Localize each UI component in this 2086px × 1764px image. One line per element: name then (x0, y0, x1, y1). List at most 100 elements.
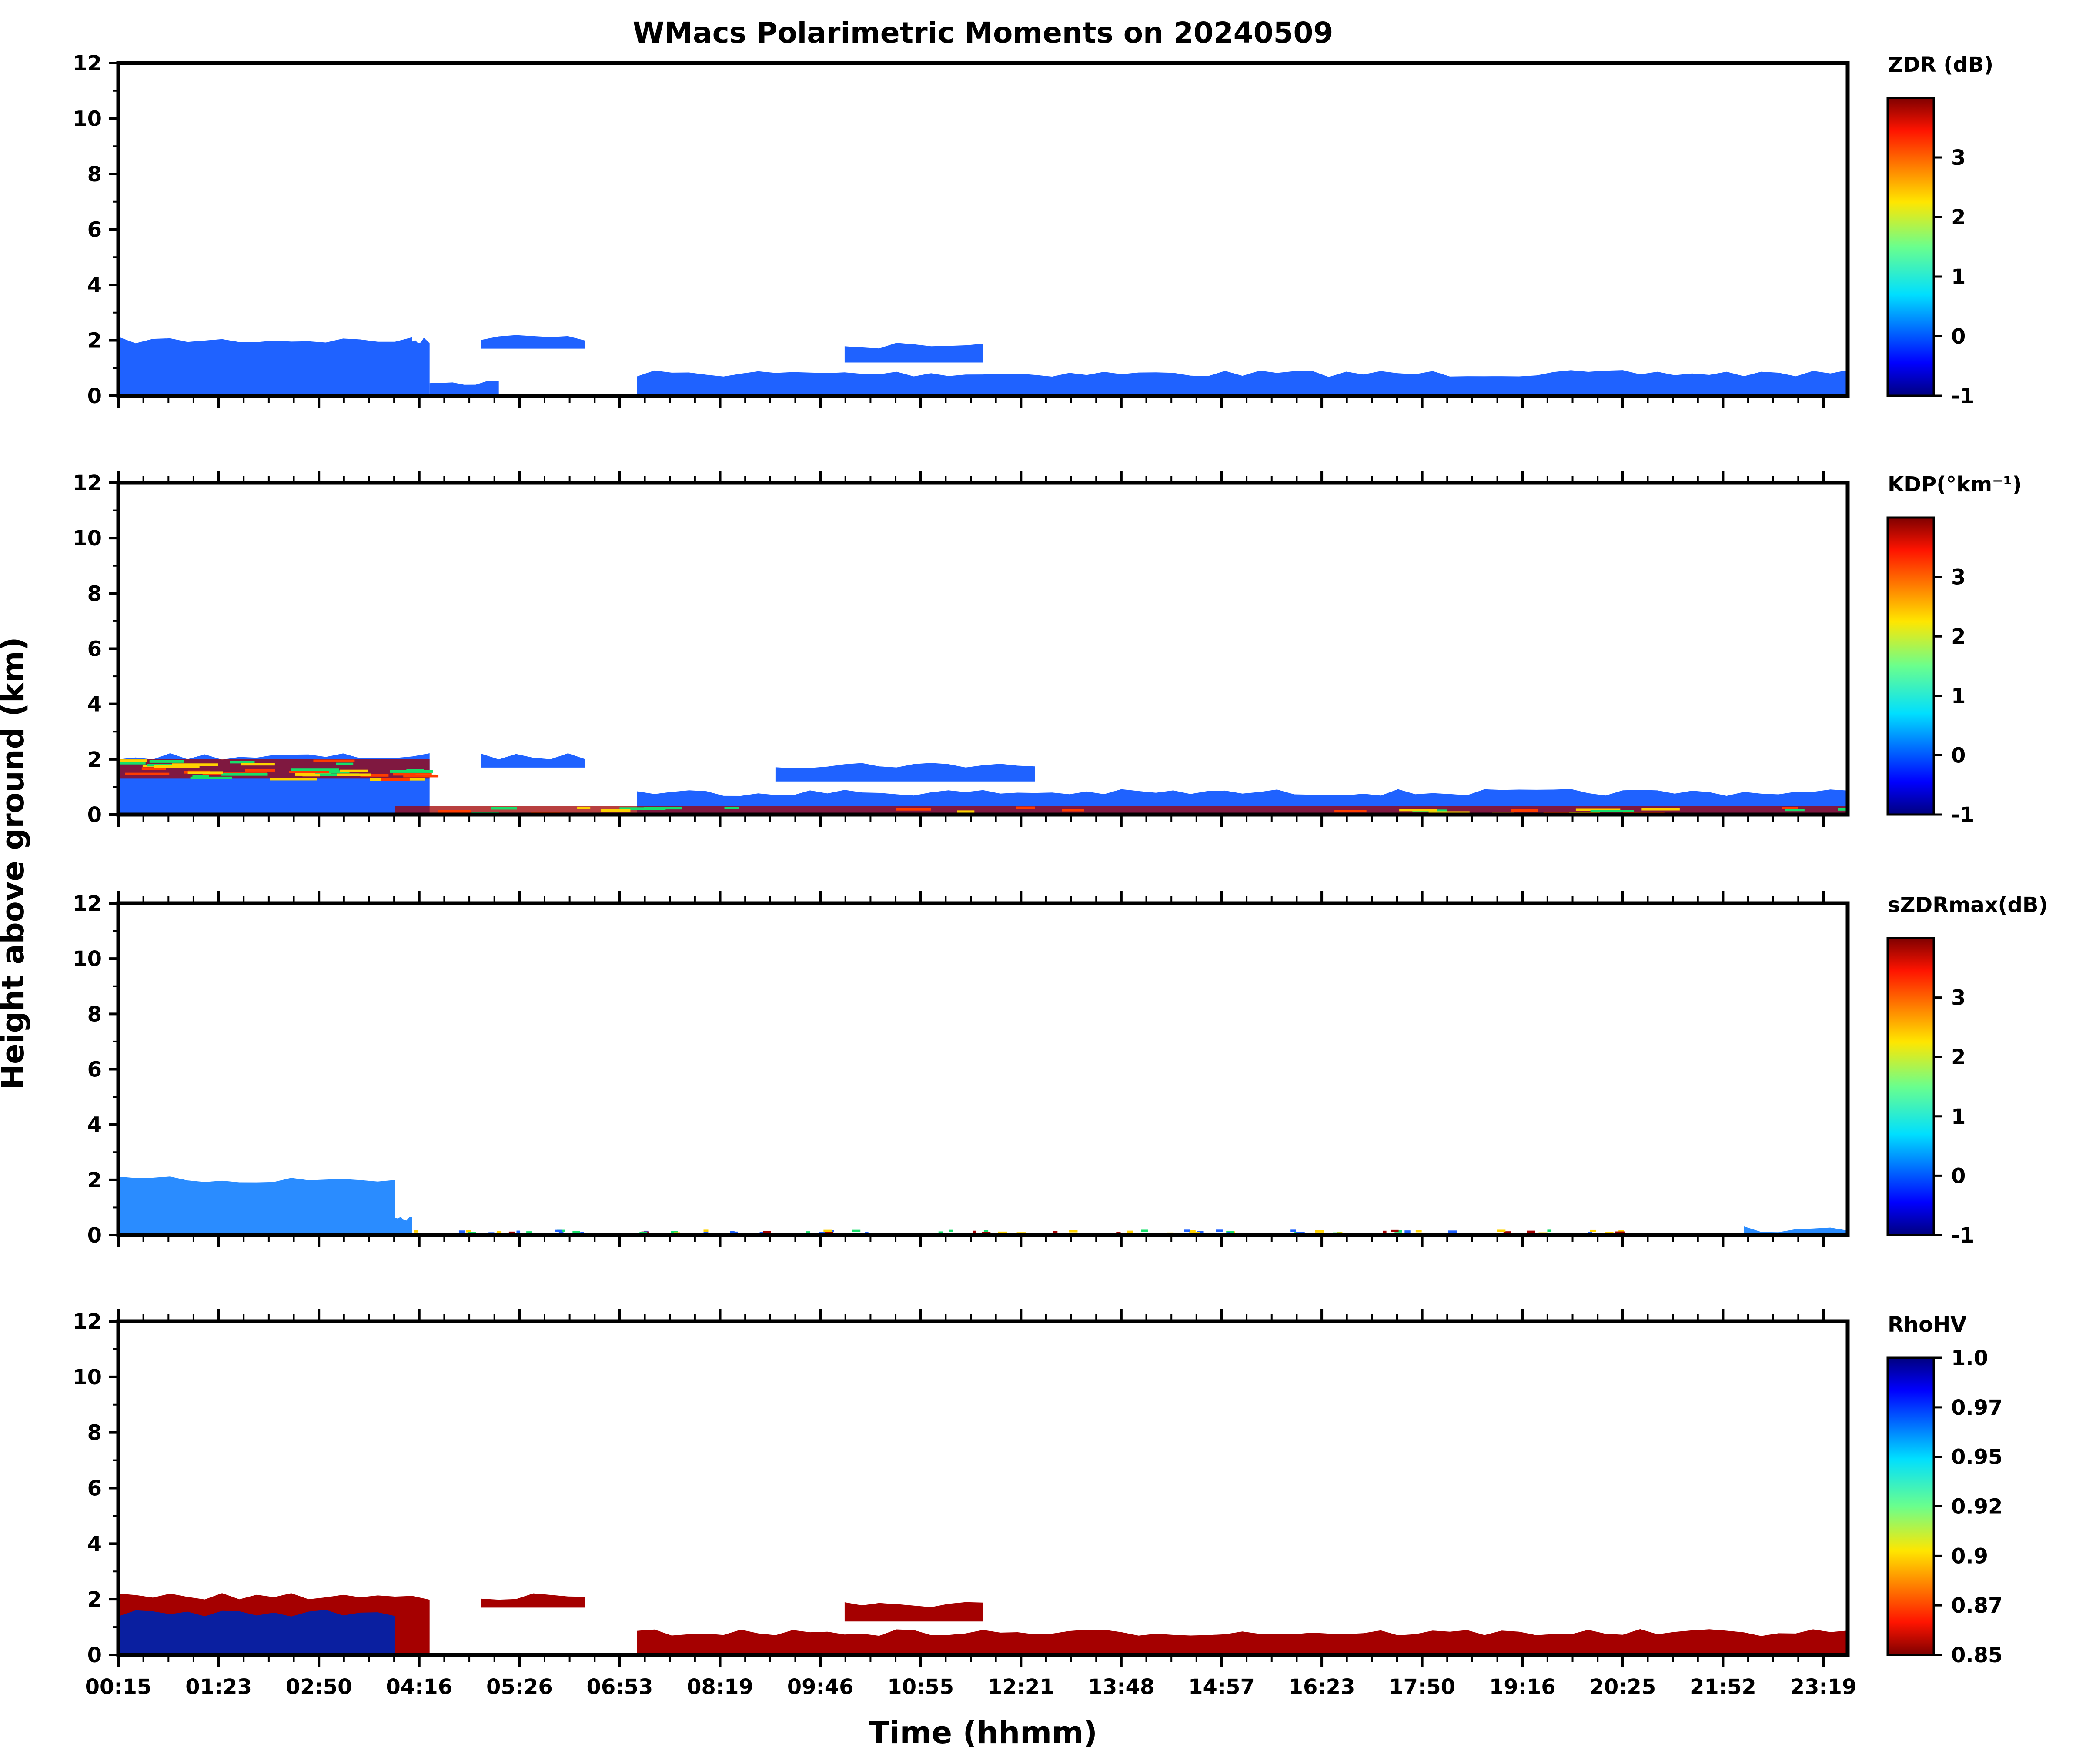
colorbar-tick-label: 0 (1951, 743, 1966, 768)
colorbar-tick-label: 1 (1951, 684, 1966, 708)
x-axis-label: Time (hhmm) (869, 1715, 1097, 1751)
echo-speckle (577, 806, 591, 809)
radar-field (118, 335, 1848, 396)
echo-speckle (1053, 1231, 1058, 1233)
echo-speckle (580, 1232, 584, 1234)
echo-speckle (998, 1231, 1007, 1234)
echo-speckle (241, 763, 275, 766)
echo-speckle (336, 762, 354, 765)
echo-core (118, 1610, 395, 1655)
y-tick-label: 6 (87, 637, 102, 662)
echo-speckle (1391, 1229, 1399, 1232)
echo-speckle (724, 806, 739, 809)
echo-speckle (1448, 1230, 1457, 1233)
echo-speckle (852, 1229, 861, 1232)
echo-speckle (1415, 1230, 1422, 1233)
y-tick-label: 10 (73, 947, 102, 971)
colorbar-tick-label: 0.97 (1951, 1396, 2002, 1420)
y-tick-label: 12 (73, 51, 102, 76)
colorbar-tick-label: -1 (1951, 384, 1974, 408)
echo-speckle (370, 778, 388, 781)
echo-speckle (1334, 810, 1367, 813)
echo-speckle (1784, 808, 1805, 812)
x-tick-label: 00:15 (85, 1675, 152, 1699)
echo-speckle (973, 1230, 976, 1233)
y-tick-label: 6 (87, 1477, 102, 1501)
echo-cloud (844, 343, 983, 363)
echo-speckle (806, 1231, 810, 1234)
echo-streak (395, 806, 1848, 815)
echo-speckle (1127, 1230, 1133, 1233)
radar-field (118, 1593, 1848, 1655)
echo-speckle (1590, 1229, 1596, 1232)
echo-speckle (1192, 1232, 1200, 1234)
echo-speckle (763, 1231, 771, 1233)
echo-speckle (192, 775, 209, 778)
echo-speckle (1197, 1231, 1204, 1233)
x-tick-label: 21:52 (1690, 1675, 1756, 1699)
echo-cloud (118, 337, 412, 396)
radar-field (118, 753, 1848, 815)
echo-speckle (759, 1232, 766, 1234)
x-tick-label: 23:19 (1790, 1675, 1857, 1699)
colorbar-tick-label: 2 (1951, 205, 1966, 230)
echo-speckle (438, 810, 471, 813)
echo-speckle (896, 808, 931, 811)
echo-speckle (340, 769, 368, 772)
echo-cloud (481, 335, 585, 349)
echo-speckle (1428, 811, 1470, 814)
echo-speckle (1547, 1229, 1552, 1232)
colorbar-tick-label: 3 (1951, 986, 1966, 1010)
echo-speckle (403, 775, 439, 778)
echo-speckle (1404, 1230, 1411, 1233)
echo-speckle (118, 762, 146, 765)
x-tick-label: 06:53 (587, 1675, 653, 1699)
echo-speckle (1069, 1230, 1078, 1233)
colorbar-tick-label: 0.87 (1951, 1594, 2002, 1618)
echo-speckle (703, 1229, 709, 1232)
colorbar-tick-label: 2 (1951, 1045, 1966, 1069)
echo-speckle (302, 774, 320, 777)
echo-speckle (526, 1231, 532, 1234)
echo-speckle (154, 765, 200, 768)
echo-speckle (1511, 808, 1538, 812)
echo-speckle (291, 768, 339, 772)
colorbar-tick-label: -1 (1951, 1223, 1974, 1248)
y-tick-label: 8 (87, 162, 102, 187)
echo-speckle (516, 1230, 521, 1233)
echo-speckle (572, 1231, 580, 1233)
colorbar (1886, 516, 1935, 816)
echo-speckle (1290, 1229, 1296, 1232)
echo-cloud (481, 753, 585, 768)
colorbar-label: ZDR (dB) (1888, 53, 1993, 77)
echo-speckle (730, 1231, 738, 1234)
x-tick-label: 04:16 (386, 1675, 452, 1699)
colorbar (1886, 97, 1935, 397)
colorbar (1886, 937, 1935, 1236)
echo-cloud (637, 1629, 1848, 1655)
y-tick-label: 10 (73, 526, 102, 551)
echo-speckle (458, 1230, 466, 1233)
echo-speckle (1226, 1231, 1234, 1233)
echo-cloud (637, 370, 1848, 396)
echo-speckle (1227, 1232, 1230, 1234)
echo-speckle (1615, 1231, 1625, 1234)
x-tick-label: 17:50 (1389, 1675, 1455, 1699)
echo-speckle (289, 771, 329, 774)
colorbar-tick-label: 2 (1951, 625, 1966, 649)
x-tick-label: 08:19 (687, 1675, 753, 1699)
colorbar-tick-label: 3 (1951, 146, 1966, 170)
echo-speckle (337, 773, 371, 776)
x-tick-label: 01:23 (185, 1675, 252, 1699)
colorbar-tick-label: 1 (1951, 265, 1966, 289)
echo-cloud (118, 1176, 395, 1235)
echo-speckle (938, 1231, 943, 1234)
colorbar-tick-label: 0.92 (1951, 1495, 2002, 1519)
colorbar-tick-label: 0 (1951, 1164, 1966, 1188)
y-tick-label: 2 (87, 329, 102, 353)
colorbar (1886, 1356, 1935, 1656)
y-tick-label: 0 (87, 803, 102, 827)
